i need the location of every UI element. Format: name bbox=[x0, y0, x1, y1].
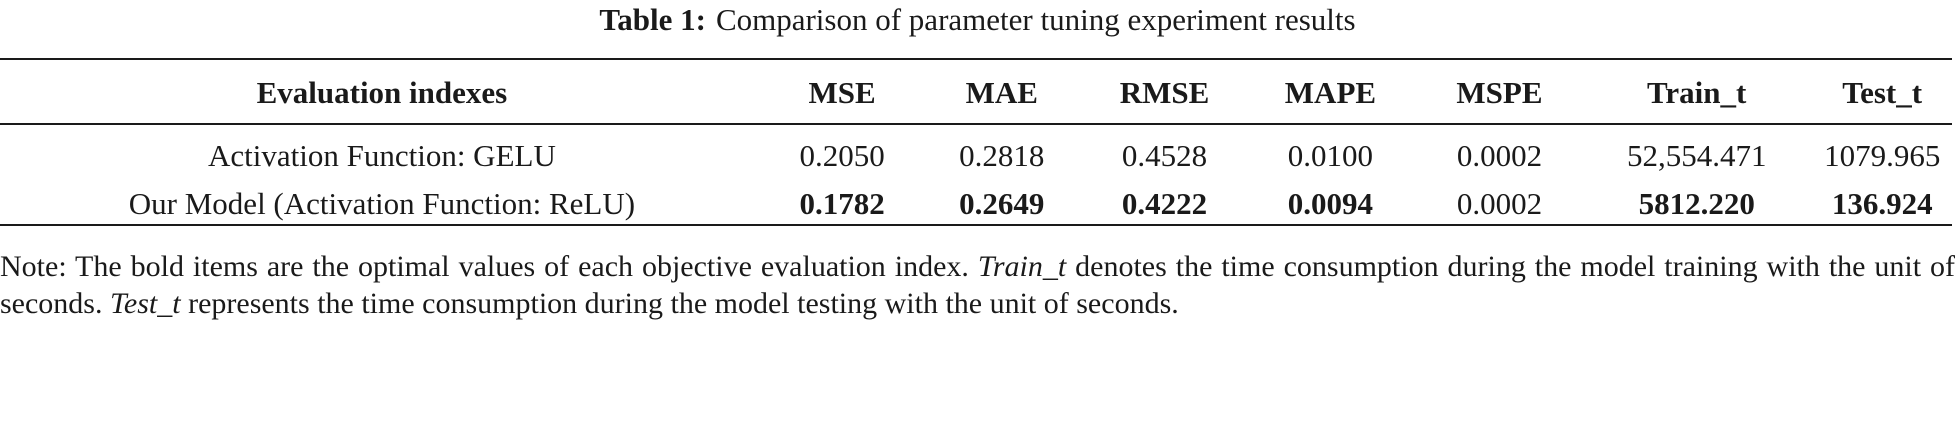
header-evaluation-indexes: Evaluation indexes bbox=[256, 75, 508, 110]
header-test-t: Test_t bbox=[1842, 75, 1923, 110]
row-name: Our Model (Activation Function: ReLU) bbox=[128, 186, 636, 221]
bottom-rule bbox=[0, 224, 1952, 226]
cell-mae: 0.2649 bbox=[959, 186, 1045, 221]
header-train-t: Train_t bbox=[1647, 75, 1747, 110]
table-caption: Table 1: Comparison of parameter tuning e… bbox=[0, 0, 1955, 38]
note-text-2: denotes the time consumption during the … bbox=[0, 250, 1955, 320]
cell-mse: 0.1782 bbox=[799, 186, 885, 221]
note-term-test-t: Test_t bbox=[109, 287, 181, 320]
caption-label: Table 1: bbox=[599, 2, 706, 37]
results-table: Evaluation indexes MSE MAE RMSE MAPE MSP… bbox=[0, 62, 1955, 226]
cell-rmse: 0.4222 bbox=[1121, 186, 1208, 221]
cell-mse: 0.2050 bbox=[799, 138, 885, 173]
row-name: Activation Function: GELU bbox=[207, 138, 556, 173]
header-row: Evaluation indexes MSE MAE RMSE MAPE MSP… bbox=[0, 62, 1955, 124]
header-mspe: MSPE bbox=[1456, 75, 1543, 110]
cell-mae: 0.2818 bbox=[959, 138, 1045, 173]
table-row: Our Model (Activation Function: ReLU) 0.… bbox=[0, 182, 1955, 226]
cell-test-t: 1079.965 bbox=[1824, 138, 1941, 173]
cell-rmse: 0.4528 bbox=[1121, 138, 1208, 173]
note-text-1: Note: The bold items are the optimal val… bbox=[0, 250, 978, 283]
header-mse: MSE bbox=[808, 75, 876, 110]
top-rule bbox=[0, 58, 1952, 60]
table-row: Activation Function: GELU 0.2050 0.2818 … bbox=[0, 124, 1955, 182]
header-rmse: RMSE bbox=[1119, 75, 1210, 110]
cell-mspe: 0.0002 bbox=[1456, 186, 1543, 221]
header-mape: MAPE bbox=[1284, 75, 1377, 110]
header-mae: MAE bbox=[965, 75, 1038, 110]
cell-mspe: 0.0002 bbox=[1456, 138, 1543, 173]
header-rule bbox=[0, 123, 1952, 125]
cell-train-t: 52,554.471 bbox=[1626, 138, 1767, 173]
note-term-train-t: Train_t bbox=[977, 250, 1067, 283]
table-note: Note: The bold items are the optimal val… bbox=[0, 248, 1955, 322]
cell-mape: 0.0094 bbox=[1287, 186, 1374, 221]
cell-test-t: 136.924 bbox=[1831, 186, 1933, 221]
note-text-3: represents the time consumption during t… bbox=[180, 287, 1179, 320]
cell-mape: 0.0100 bbox=[1287, 138, 1374, 173]
cell-train-t: 5812.220 bbox=[1638, 186, 1755, 221]
caption-title: Comparison of parameter tuning experimen… bbox=[715, 2, 1356, 37]
